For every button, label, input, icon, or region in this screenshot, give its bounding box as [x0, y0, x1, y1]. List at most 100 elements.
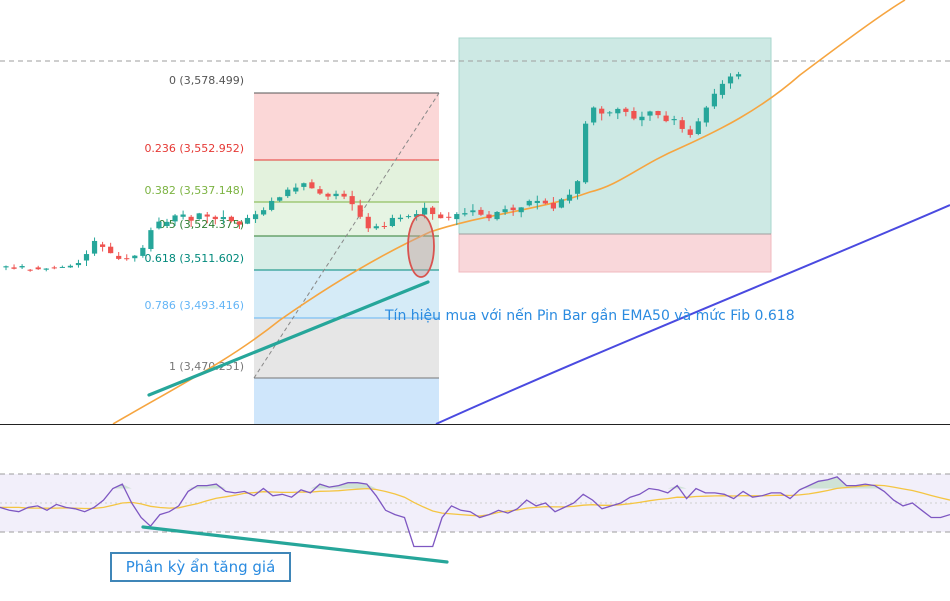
pin-bar-highlight-ellipse: [407, 214, 435, 278]
candle-bullish: [269, 197, 275, 212]
candle-bullish: [3, 265, 9, 271]
candle-bullish: [397, 214, 404, 222]
candle-bearish: [325, 192, 331, 201]
buy-signal-annotation: Tín hiệu mua với nến Pin Bar gần EMA50 v…: [384, 307, 795, 324]
candle-bearish: [623, 107, 629, 117]
position-stop-zone: [458, 233, 772, 273]
candle-bullish: [132, 254, 138, 262]
rsi-overbought-fill: [188, 484, 226, 489]
candle-bullish: [164, 218, 170, 228]
candle-bullish: [607, 111, 613, 117]
candle-bullish: [148, 227, 154, 252]
candle-bullish: [220, 210, 226, 224]
candle-bearish: [341, 190, 347, 200]
candle-bullish: [462, 208, 468, 217]
candle-bullish: [647, 110, 653, 121]
candle-bearish: [446, 212, 452, 221]
candle-bullish: [293, 183, 299, 195]
fib-level-label: 0.786 (3,493.416): [144, 299, 244, 312]
candle-bullish: [67, 264, 73, 268]
candle-bullish: [494, 211, 500, 221]
candle-bullish: [405, 214, 412, 219]
fib-zone: [254, 318, 439, 378]
fib-level-label: 0.236 (3,552.952): [144, 142, 244, 155]
candle-bullish: [735, 71, 742, 80]
candle-bullish: [252, 210, 259, 224]
candle-bearish: [228, 215, 234, 223]
candle-bullish: [454, 212, 460, 226]
candle-bearish: [349, 190, 355, 211]
candle-bullish: [19, 264, 25, 270]
candle-bullish: [196, 212, 202, 220]
candle-bearish: [365, 213, 371, 232]
candle-bullish: [719, 80, 726, 99]
rsi-overbought-fill: [310, 482, 377, 489]
candle-bearish: [357, 199, 363, 219]
candle-bearish: [100, 241, 106, 252]
candle-bearish: [430, 205, 436, 220]
rsi-divergence-line: [141, 525, 449, 564]
candle-bullish: [140, 245, 146, 258]
candle-bearish: [438, 212, 444, 219]
candle-bearish: [11, 264, 17, 270]
candle-bearish: [478, 207, 484, 216]
candle-bearish: [51, 265, 57, 270]
fib-level-label: 0.382 (3,537.148): [144, 184, 244, 197]
candle-bearish: [27, 269, 33, 272]
candle-bearish: [116, 251, 122, 261]
price-support-trendline: [147, 280, 430, 397]
rsi-overbought-fill: [112, 484, 132, 489]
candle-bullish: [534, 195, 540, 210]
candle-bearish: [317, 185, 323, 195]
candle-bearish: [381, 221, 387, 229]
candle-bearish: [486, 211, 492, 222]
candle-bullish: [671, 115, 677, 126]
rsi-overbought-fill: [667, 485, 687, 489]
candle-bullish: [180, 210, 186, 220]
candle-bearish: [188, 214, 194, 227]
candle-bullish: [59, 265, 65, 268]
candle-bearish: [510, 204, 516, 216]
fib-level-label: 0 (3,578.499): [169, 74, 244, 87]
fib-level-label: 0.5 (3,524.375): [158, 218, 244, 231]
candle-bullish: [711, 88, 717, 109]
fib-zone: [254, 270, 439, 318]
fib-labels: 0 (3,578.499) 0.236 (3,552.952) 0.382 (3,5…: [144, 74, 244, 373]
candle-bullish: [91, 237, 98, 256]
candle-bullish: [301, 182, 307, 191]
candle-bearish: [663, 111, 669, 123]
ema200-line: [435, 204, 950, 425]
candle-bullish: [583, 121, 589, 184]
fib-trend-line: [253, 92, 440, 379]
candle-bullish: [591, 106, 597, 126]
candle-bullish: [172, 214, 178, 226]
candle-bullish: [43, 268, 49, 272]
candle-bullish: [558, 197, 565, 209]
candle-bullish: [703, 105, 709, 127]
fib-zone: [254, 93, 439, 160]
candle-bearish: [631, 107, 637, 121]
candle-bullish: [615, 107, 621, 120]
candle-bearish: [679, 116, 685, 133]
candle-bearish: [212, 215, 218, 225]
candle-bullish: [83, 250, 90, 267]
candle-bearish: [687, 125, 693, 138]
rsi-line: [0, 476, 950, 548]
candle-bullish: [566, 189, 573, 204]
candle-bullish: [470, 204, 476, 216]
fib-zone: [254, 378, 439, 424]
candle-bearish: [655, 110, 661, 119]
candle-bullish: [244, 214, 251, 225]
candle-bullish: [526, 199, 532, 207]
candlesticks: [3, 71, 742, 272]
position-profit-zone: [458, 37, 772, 235]
candle-bullish: [373, 223, 379, 230]
candle-bullish: [727, 73, 734, 89]
candle-bearish: [599, 106, 605, 121]
candle-bullish: [333, 190, 339, 200]
candle-bullish: [502, 205, 508, 215]
candle-bullish: [574, 180, 581, 200]
candle-bearish: [550, 197, 556, 212]
candle-bullish: [389, 214, 395, 228]
candle-bearish: [124, 254, 130, 261]
